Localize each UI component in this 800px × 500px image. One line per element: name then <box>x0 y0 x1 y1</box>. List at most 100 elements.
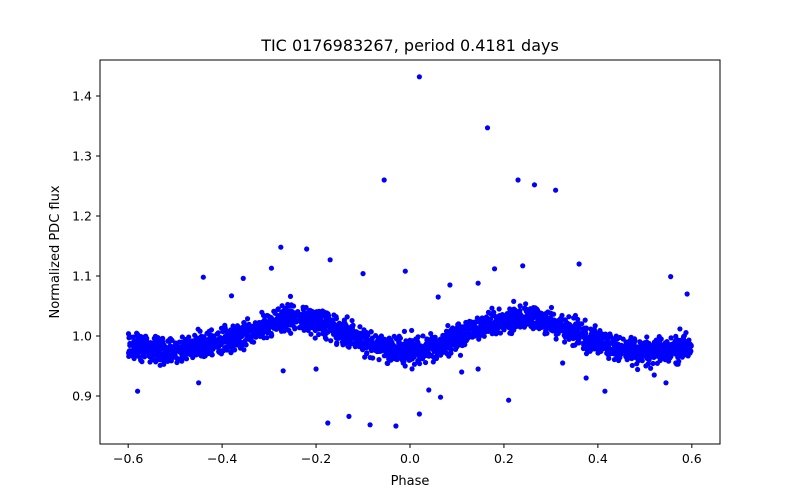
data-point <box>587 348 593 354</box>
data-point <box>327 327 333 334</box>
data-point <box>242 322 248 328</box>
data-point <box>349 325 355 331</box>
data-point <box>438 346 444 352</box>
outlier-point <box>393 423 399 429</box>
data-point <box>330 319 336 325</box>
data-point <box>228 339 235 345</box>
outlier-point <box>684 291 690 297</box>
data-point <box>365 332 371 338</box>
data-point <box>146 340 152 346</box>
data-point <box>420 333 426 339</box>
data-point <box>349 317 355 324</box>
data-point <box>313 313 319 319</box>
data-point <box>297 324 303 330</box>
data-point <box>645 361 651 367</box>
data-point <box>455 321 462 327</box>
outlier-point <box>651 372 657 378</box>
data-point <box>634 344 640 350</box>
y-axis: 0.9 1.0 1.1 1.2 1.3 1.4 <box>72 89 100 404</box>
data-point <box>462 334 469 340</box>
data-point <box>444 342 451 348</box>
data-point <box>222 339 228 345</box>
data-point <box>420 353 426 360</box>
data-point <box>141 354 148 360</box>
data-point <box>312 335 318 341</box>
data-point <box>532 305 538 311</box>
data-point <box>400 351 406 358</box>
data-point <box>132 345 138 351</box>
data-point <box>570 331 576 337</box>
data-point <box>496 317 502 324</box>
data-point <box>215 336 221 342</box>
data-point <box>232 335 238 341</box>
data-point <box>128 341 134 348</box>
data-point <box>286 327 292 333</box>
data-point <box>605 336 611 342</box>
data-point <box>676 346 682 352</box>
x-tick-label: −0.6 <box>113 451 143 466</box>
data-point <box>197 328 203 334</box>
data-point <box>336 320 342 326</box>
x-tick-label: −0.2 <box>301 451 331 466</box>
data-point <box>297 316 303 322</box>
data-point <box>500 318 506 324</box>
data-point <box>390 342 396 349</box>
data-point <box>471 329 477 335</box>
data-point <box>528 307 534 313</box>
data-point <box>287 303 293 309</box>
data-point <box>147 359 153 365</box>
data-point <box>630 352 636 358</box>
data-point <box>135 349 142 356</box>
data-point <box>301 327 307 333</box>
outlier-point <box>268 265 275 271</box>
data-point <box>376 357 382 363</box>
data-point <box>169 353 176 359</box>
data-point <box>265 329 271 336</box>
data-point <box>331 312 337 318</box>
data-point <box>138 346 144 352</box>
outlier-point <box>435 294 441 300</box>
data-point <box>284 308 290 314</box>
data-point <box>187 351 193 358</box>
data-point <box>292 326 298 332</box>
outlier-point <box>531 182 538 188</box>
data-point <box>372 340 379 346</box>
data-point <box>496 306 502 312</box>
data-point <box>446 329 453 336</box>
data-point <box>279 303 285 309</box>
data-point <box>459 342 466 349</box>
data-point <box>216 348 222 354</box>
outlier-point <box>325 420 331 426</box>
data-point <box>314 309 320 315</box>
data-point <box>507 313 513 320</box>
data-point <box>615 344 621 350</box>
data-point <box>430 345 436 351</box>
data-point <box>211 338 217 345</box>
data-point <box>683 330 689 336</box>
data-point <box>623 354 629 360</box>
data-point <box>440 332 447 339</box>
data-point <box>136 342 142 348</box>
data-point <box>357 342 363 349</box>
plot-area-frame <box>99 59 721 445</box>
data-point <box>414 337 420 343</box>
data-point <box>566 336 572 342</box>
data-point <box>167 335 174 342</box>
data-point <box>369 335 376 341</box>
data-point <box>309 308 315 314</box>
data-point <box>550 323 556 329</box>
data-point <box>209 352 215 358</box>
data-point <box>561 339 568 345</box>
data-point <box>422 343 428 349</box>
data-point <box>232 326 238 332</box>
data-point <box>251 339 257 345</box>
data-point <box>428 330 434 337</box>
data-point <box>358 337 364 344</box>
data-point <box>206 343 212 349</box>
y-axis-title: Normalized PDC flux <box>48 185 63 318</box>
data-point <box>468 326 474 332</box>
data-point <box>434 353 440 359</box>
data-point <box>581 331 587 337</box>
data-point <box>416 343 422 349</box>
data-point <box>600 333 606 340</box>
